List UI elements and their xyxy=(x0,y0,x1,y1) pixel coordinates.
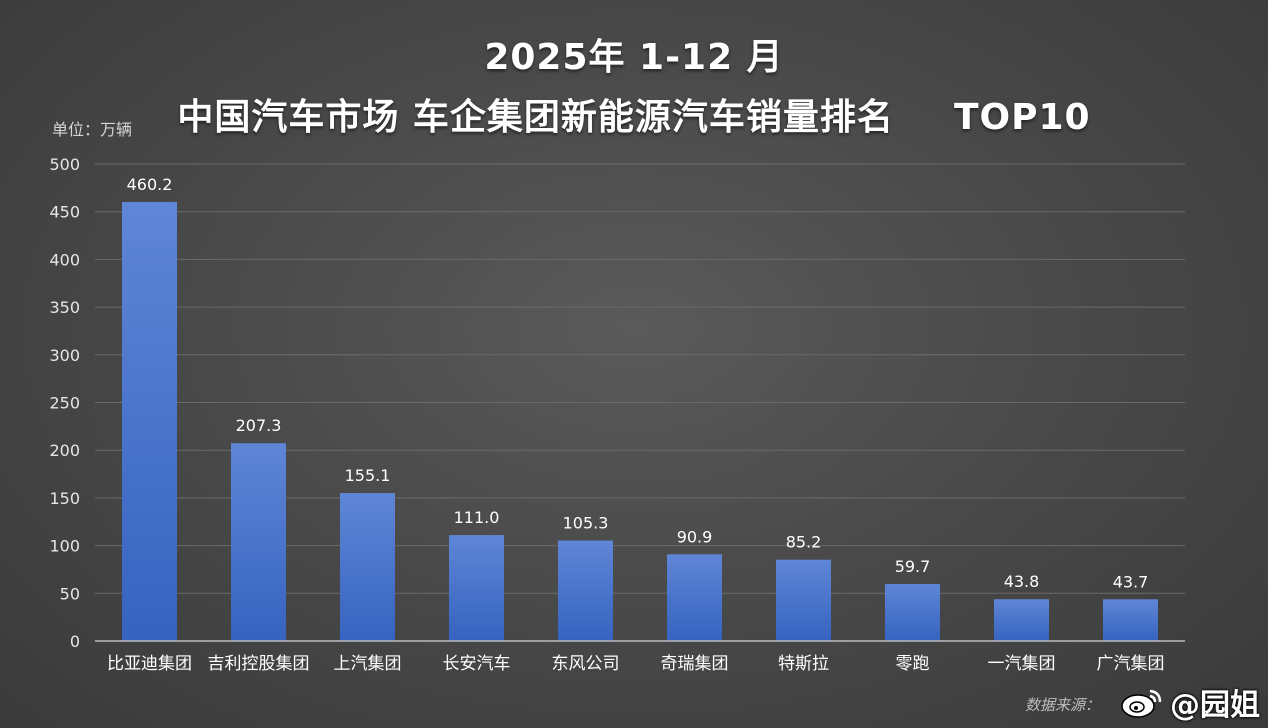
watermark: @园姐 xyxy=(1120,680,1260,724)
y-tick-label: 400 xyxy=(49,250,80,269)
bar xyxy=(994,599,1049,641)
bar-value-label: 155.1 xyxy=(345,466,391,485)
y-tick-label: 250 xyxy=(49,394,80,413)
y-tick-label: 500 xyxy=(49,155,80,174)
y-tick-label: 450 xyxy=(49,203,80,222)
chart-title-line2: 中国汽车市场 车企集团新能源汽车销量排名 TOP10 xyxy=(0,88,1268,140)
bar-value-label: 43.8 xyxy=(1004,572,1040,591)
bar xyxy=(776,559,831,641)
y-tick-label: 150 xyxy=(49,489,80,508)
bars xyxy=(122,201,1158,642)
bar xyxy=(667,554,722,641)
bar xyxy=(449,535,504,641)
y-tick-label: 200 xyxy=(49,441,80,460)
category-label: 东风公司 xyxy=(552,654,620,674)
bar-value-label: 111.0 xyxy=(454,508,500,527)
category-label: 比亚迪集团 xyxy=(107,654,192,674)
bar xyxy=(122,201,177,642)
category-label: 上汽集团 xyxy=(334,654,402,674)
y-tick-label: 0 xyxy=(70,632,80,651)
watermark-text: @园姐 xyxy=(1170,688,1260,723)
unit-label: 单位：万辆 xyxy=(52,120,133,139)
y-axis-ticks: 0 50 100 150 200 250 300 350 400 450 500 xyxy=(49,155,80,651)
y-tick-label: 100 xyxy=(49,537,80,556)
bar-value-label: 59.7 xyxy=(895,557,931,576)
category-labels: 比亚迪集团 吉利控股集团 上汽集团 长安汽车 东风公司 奇瑞集团 特斯拉 零跑 一汽集团 广汽集团 xyxy=(107,654,1165,674)
y-tick-label: 50 xyxy=(60,584,80,603)
category-label: 零跑 xyxy=(896,654,930,674)
bar xyxy=(1103,599,1158,641)
category-label: 吉利控股集团 xyxy=(208,654,310,674)
value-labels: 460.2 207.3 155.1 111.0 105.3 90.9 85.2 59.7 43.… xyxy=(127,175,1149,591)
chart-title-main: 中国汽车市场 车企集团新能源汽车销量排名 xyxy=(177,97,894,138)
category-label: 奇瑞集团 xyxy=(661,654,729,674)
bar xyxy=(340,493,395,641)
bar xyxy=(231,443,286,641)
bar xyxy=(558,540,613,641)
category-label: 广汽集团 xyxy=(1097,654,1165,674)
category-label: 特斯拉 xyxy=(778,654,829,674)
bar-value-label: 85.2 xyxy=(786,533,822,552)
data-source-label: 数据来源： xyxy=(1025,696,1101,714)
category-label: 一汽集团 xyxy=(988,654,1056,674)
bar-value-label: 105.3 xyxy=(563,514,609,533)
y-tick-label: 350 xyxy=(49,298,80,317)
bar-value-label: 43.7 xyxy=(1113,572,1149,591)
bar-value-label: 460.2 xyxy=(127,175,173,194)
bar xyxy=(885,584,940,641)
category-label: 长安汽车 xyxy=(443,654,511,674)
weibo-icon xyxy=(1121,689,1162,718)
chart-title-line1: 2025年 1-12 月 xyxy=(484,37,784,78)
bar-value-label: 90.9 xyxy=(677,527,713,546)
bar-value-label: 207.3 xyxy=(236,416,282,435)
y-tick-label: 300 xyxy=(49,346,80,365)
chart-title-top10: TOP10 xyxy=(953,97,1091,138)
